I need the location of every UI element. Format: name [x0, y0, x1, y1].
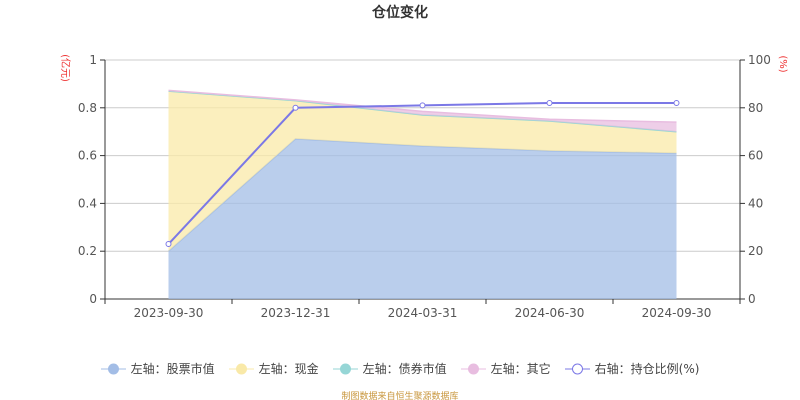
legend-marker-icon [228, 363, 254, 374]
x-tick-label: 2024-06-30 [515, 306, 585, 320]
legend-item[interactable]: 左轴：债券市值 [332, 360, 447, 377]
legend-item[interactable]: 左轴：股票市值 [100, 360, 215, 377]
right-tick-label: 20 [748, 244, 763, 258]
ratio-point [419, 102, 426, 109]
left-tick-label: 0.8 [78, 101, 97, 115]
right-tick-label: 100 [748, 53, 771, 67]
left-tick-label: 0.2 [78, 244, 97, 258]
legend-item[interactable]: 右轴：持仓比例(%) [564, 360, 700, 377]
right-tick-label: 40 [748, 196, 763, 210]
ratio-point [165, 241, 172, 248]
legend-label: 左轴：现金 [258, 362, 319, 376]
left-tick-label: 1 [89, 53, 97, 67]
legend-item[interactable]: 左轴：其它 [460, 360, 551, 377]
left-tick-label: 0 [89, 292, 97, 306]
ratio-point [292, 104, 299, 111]
ratio-point [673, 100, 680, 107]
legend: 左轴：股票市值 左轴：现金 左轴：债券市值 左轴：其它 右轴：持仓比例(%) [0, 360, 800, 377]
x-tick-label: 2024-09-30 [642, 306, 712, 320]
chart-title: 仓位变化 [371, 4, 428, 21]
right-axis-unit: (%) [777, 55, 788, 72]
right-tick-label: 60 [748, 149, 763, 163]
legend-label: 左轴：股票市值 [130, 362, 215, 376]
legend-marker-icon [100, 363, 126, 374]
area-1 [168, 91, 677, 252]
right-tick-label: 80 [748, 101, 763, 115]
source-note: 制图数据来自恒生聚源数据库 [341, 392, 459, 400]
legend-label: 左轴：其它 [490, 362, 551, 376]
legend-label: 右轴：持仓比例(%) [594, 362, 700, 376]
left-tick-label: 0.4 [78, 196, 97, 210]
area-0 [168, 138, 677, 299]
left-axis-unit: (亿元) [59, 54, 72, 82]
x-tick-label: 2024-03-31 [388, 306, 458, 320]
legend-marker-icon [564, 363, 590, 374]
legend-label: 左轴：债券市值 [362, 362, 447, 376]
right-tick-label: 0 [748, 292, 756, 306]
legend-marker-icon [460, 363, 486, 374]
legend-marker-icon [332, 363, 358, 374]
ratio-point [546, 100, 553, 107]
legend-item[interactable]: 左轴：现金 [228, 360, 319, 377]
area-line-3 [168, 89, 677, 123]
left-tick-label: 0.6 [78, 149, 97, 163]
x-tick-label: 2023-12-31 [261, 306, 331, 320]
x-tick-label: 2023-09-30 [134, 306, 204, 320]
